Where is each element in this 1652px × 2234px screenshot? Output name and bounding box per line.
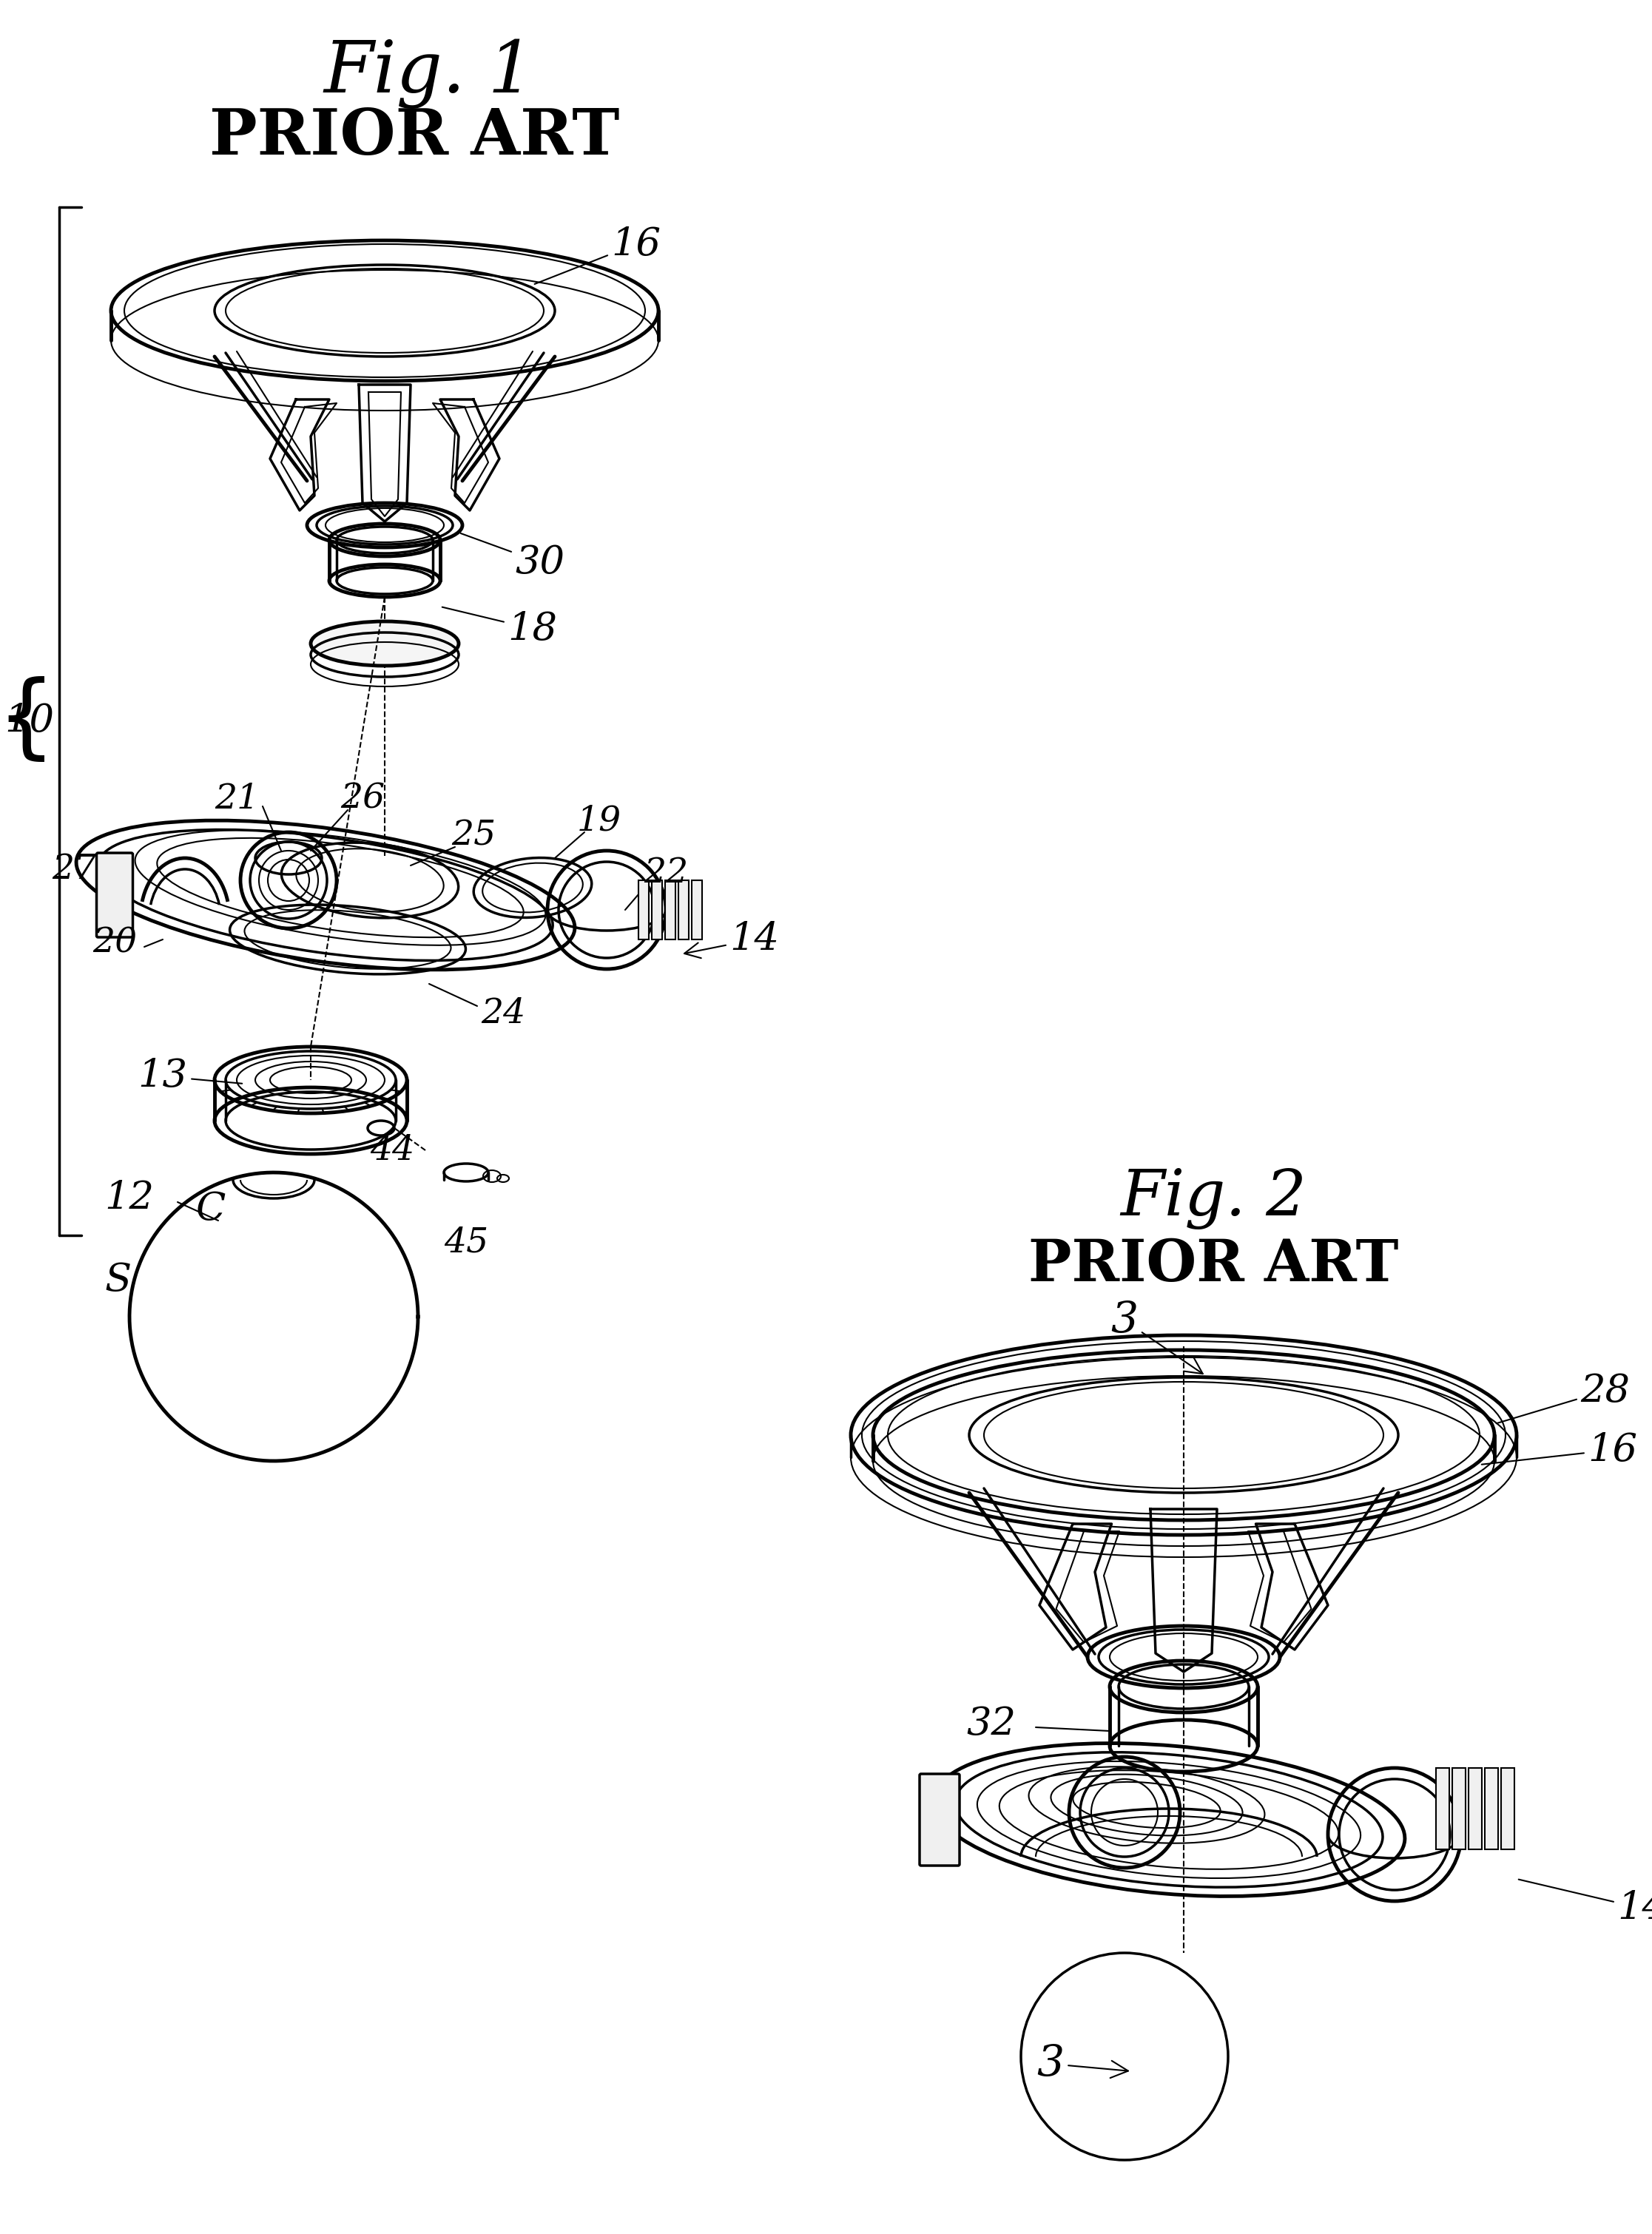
- Text: 16: 16: [535, 226, 661, 284]
- Bar: [666, 880, 676, 941]
- Text: PRIOR ART: PRIOR ART: [1028, 1238, 1398, 1293]
- Text: 45: 45: [444, 1226, 489, 1260]
- Text: 24: 24: [481, 996, 525, 1030]
- Bar: [1469, 1767, 1482, 1850]
- Ellipse shape: [311, 621, 459, 666]
- Bar: [1502, 1767, 1515, 1850]
- Text: 14: 14: [1518, 1879, 1652, 1928]
- Text: 28: 28: [1497, 1372, 1631, 1423]
- FancyBboxPatch shape: [920, 1774, 960, 1865]
- Bar: [638, 880, 649, 941]
- Text: 13: 13: [139, 1057, 243, 1095]
- Text: 27: 27: [51, 853, 96, 887]
- Text: S: S: [106, 1260, 132, 1298]
- Text: 3: 3: [1037, 2042, 1128, 2084]
- Text: 16: 16: [1482, 1432, 1637, 1468]
- Text: 25: 25: [451, 820, 496, 853]
- Text: 19: 19: [577, 804, 621, 838]
- Text: 21: 21: [215, 782, 259, 815]
- Text: 22: 22: [644, 856, 689, 889]
- Bar: [679, 880, 689, 941]
- Text: 44: 44: [370, 1133, 415, 1166]
- Text: 30: 30: [461, 534, 565, 581]
- Bar: [1452, 1767, 1465, 1850]
- Text: C: C: [197, 1191, 226, 1229]
- Text: Fig. 2: Fig. 2: [1120, 1168, 1307, 1229]
- Bar: [692, 880, 702, 941]
- Text: 10: 10: [5, 701, 55, 739]
- Text: 14: 14: [684, 920, 780, 958]
- Text: 20: 20: [93, 927, 137, 961]
- Text: 12: 12: [104, 1180, 154, 1218]
- Text: 3: 3: [1110, 1300, 1203, 1374]
- Text: Fig. 1: Fig. 1: [324, 38, 534, 109]
- Text: 32: 32: [966, 1705, 1016, 1743]
- Text: {: {: [0, 677, 56, 766]
- Bar: [1485, 1767, 1498, 1850]
- FancyBboxPatch shape: [96, 853, 132, 938]
- Text: 18: 18: [443, 608, 557, 648]
- Bar: [653, 880, 662, 941]
- Text: PRIOR ART: PRIOR ART: [210, 105, 620, 168]
- Bar: [1436, 1767, 1449, 1850]
- Text: 26: 26: [340, 782, 385, 815]
